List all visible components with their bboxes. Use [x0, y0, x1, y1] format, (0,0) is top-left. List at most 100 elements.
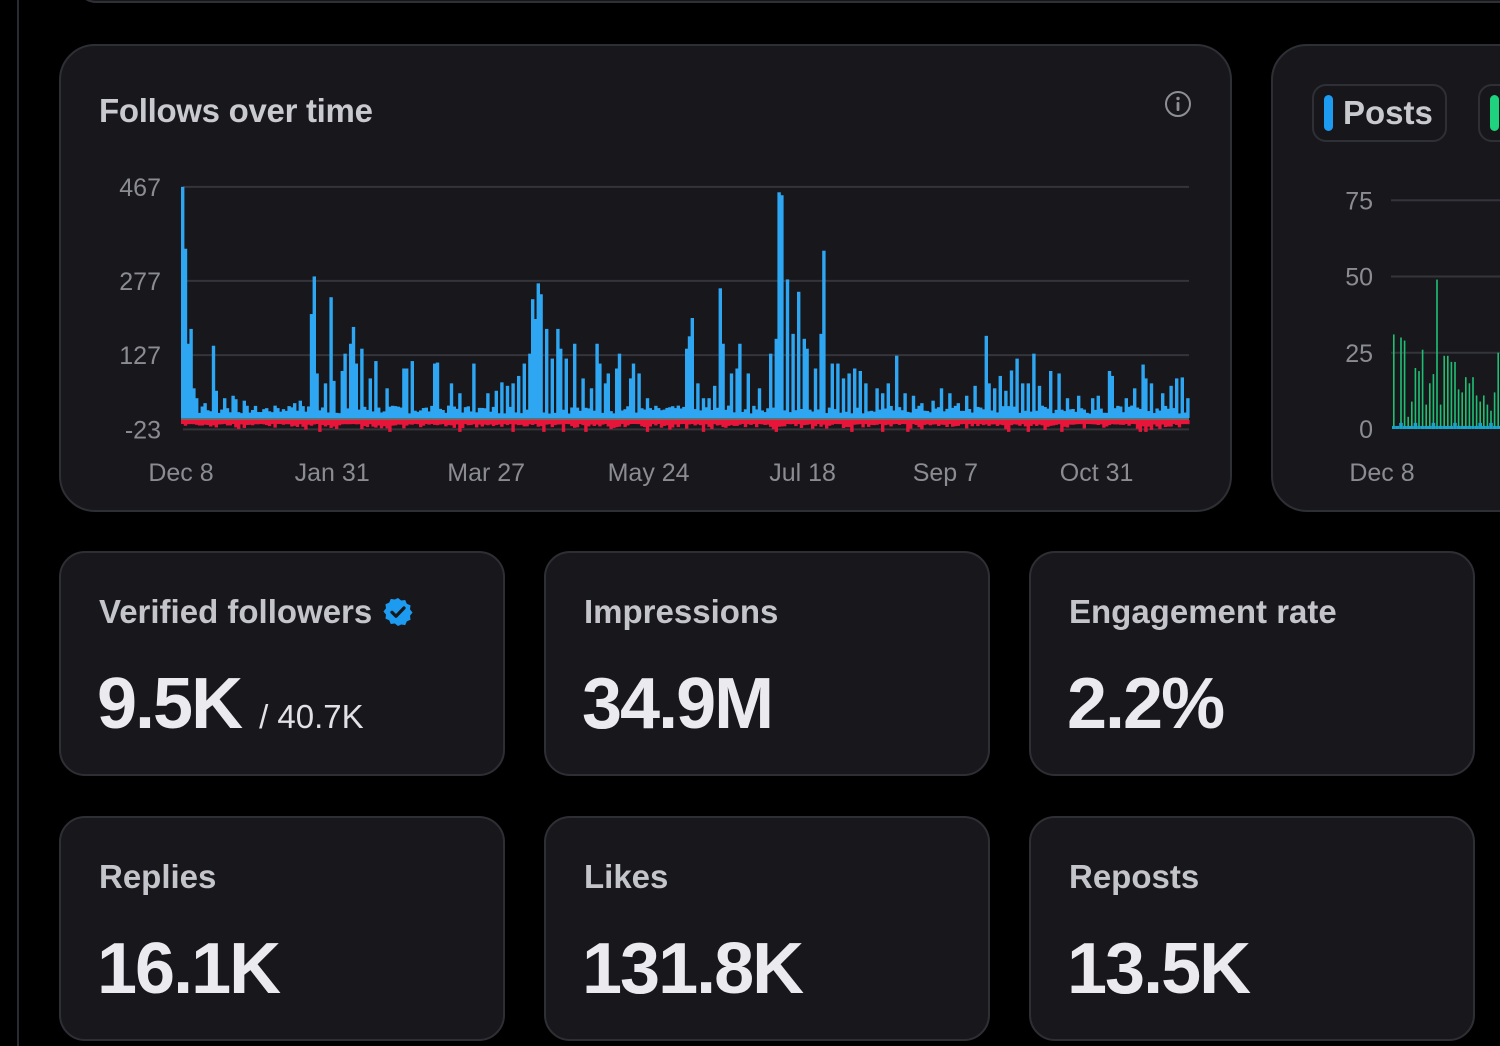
- green-bar: [1465, 377, 1467, 429]
- follows-bar: [813, 368, 818, 418]
- follows-bar: [217, 412, 221, 418]
- follows-bar: [909, 412, 913, 418]
- follows-bar: [785, 279, 790, 418]
- unfollows-bar: [1124, 420, 1128, 424]
- unfollows-bar: [237, 420, 241, 429]
- follows-bar: [1116, 405, 1120, 418]
- unfollows-bar: [1107, 420, 1112, 426]
- follows-bar: [228, 412, 232, 418]
- y-tick-label: 0: [1359, 416, 1373, 444]
- unfollows-bar: [547, 420, 552, 425]
- posts-bar: [1417, 425, 1421, 429]
- green-bar: [1475, 395, 1478, 429]
- follows-bar: [1102, 412, 1106, 418]
- unfollows-bar: [483, 420, 487, 425]
- follows-bar: [287, 406, 291, 418]
- follows-bar: [931, 400, 935, 418]
- follows-bar: [424, 407, 428, 418]
- sidebar-divider: [17, 0, 19, 1046]
- follows-bar: [763, 412, 767, 418]
- follows-bar: [631, 363, 636, 418]
- follows-bar: [1091, 398, 1095, 418]
- follows-bar: [1057, 373, 1061, 418]
- unfollows-bar: [1105, 420, 1109, 427]
- follows-bar: [410, 361, 414, 418]
- legend-posts-swatch: [1324, 95, 1333, 131]
- follows-bar: [1029, 411, 1033, 418]
- unfollows-bar: [497, 420, 501, 425]
- unfollows-bar: [211, 420, 216, 426]
- follows-bar: [1130, 405, 1134, 418]
- posts-chart: 75 50 25 0 Dec 8: [1345, 187, 1500, 487]
- unfollows-bar: [682, 420, 686, 425]
- unfollows-bar: [864, 420, 868, 425]
- posts-bar: [1478, 422, 1482, 429]
- info-icon[interactable]: [1164, 90, 1192, 118]
- unfollows-bar: [855, 420, 860, 425]
- follows-bar: [225, 408, 230, 418]
- unfollows-bar: [365, 420, 370, 428]
- unfollows-bar: [634, 420, 638, 425]
- unfollows-bar: [984, 420, 988, 425]
- legend-second-toggle[interactable]: [1478, 84, 1500, 142]
- follows-bar: [841, 378, 846, 418]
- stat-card-impressions[interactable]: Impressions 34.9M: [544, 551, 990, 776]
- unfollows-bar: [189, 420, 193, 425]
- unfollows-bar: [416, 420, 420, 425]
- stat-card-engagement-rate[interactable]: Engagement rate 2.2%: [1029, 551, 1475, 776]
- stat-card-replies[interactable]: Replies 16.1K: [59, 816, 505, 1041]
- follows-bar: [1021, 383, 1025, 418]
- unfollows-bar: [886, 420, 890, 425]
- unfollows-bar: [651, 420, 655, 425]
- follows-bar: [805, 348, 809, 418]
- unfollows-bar: [206, 420, 210, 425]
- stat-card-verified-followers[interactable]: Verified followers 9.5K / 40.7K: [59, 551, 505, 776]
- follows-bar: [788, 412, 792, 418]
- unfollows-bar: [704, 420, 708, 425]
- follows-bar: [315, 373, 319, 418]
- unfollows-bar: [1093, 420, 1098, 425]
- unfollows-bar: [581, 420, 585, 426]
- unfollows-bar: [1085, 420, 1089, 424]
- follows-bar: [536, 283, 540, 418]
- unfollows-bar: [273, 420, 277, 428]
- follows-bar: [956, 403, 960, 418]
- follows-bar: [1133, 388, 1137, 418]
- unfollows-bar: [937, 420, 941, 426]
- follows-bar: [326, 412, 330, 418]
- posts-bar: [1471, 425, 1475, 429]
- legend-posts-toggle[interactable]: Posts: [1312, 84, 1447, 142]
- follows-bar: [209, 411, 213, 418]
- unfollows-bar: [1046, 420, 1050, 427]
- follows-bar: [671, 406, 675, 418]
- unfollows-bar: [223, 420, 227, 424]
- stat-card-likes[interactable]: Likes 131.8K: [544, 816, 990, 1041]
- posts-bar: [1402, 425, 1407, 429]
- unfollows-bar: [780, 420, 784, 427]
- follows-bar: [519, 413, 524, 418]
- unfollows-bar: [903, 420, 907, 425]
- follows-bar: [634, 412, 638, 418]
- posts-bar: [1428, 425, 1432, 429]
- posts-bar: [1460, 425, 1464, 429]
- unfollows-bar: [1155, 420, 1159, 427]
- unfollows-bar: [458, 420, 462, 432]
- unfollows-bar: [967, 420, 972, 425]
- green-bar: [1432, 374, 1435, 429]
- unfollows-bar: [337, 420, 342, 426]
- follows-bar: [620, 410, 624, 418]
- unfollows-bar: [410, 420, 414, 425]
- follows-bar: [480, 407, 484, 418]
- stat-card-reposts[interactable]: Reposts 13.5K: [1029, 816, 1475, 1041]
- stat-value: 2.2%: [1067, 664, 1225, 744]
- unfollows-bar: [693, 420, 697, 426]
- follows-bar: [181, 186, 185, 418]
- unfollows-bar: [620, 420, 624, 424]
- unfollows-bar: [965, 420, 969, 429]
- unfollows-bar: [265, 420, 269, 426]
- follows-bar: [718, 288, 722, 418]
- unfollows-bar: [304, 420, 308, 430]
- unfollows-bar: [783, 420, 787, 427]
- follows-bar: [819, 333, 823, 418]
- unfollows-bar: [438, 420, 442, 425]
